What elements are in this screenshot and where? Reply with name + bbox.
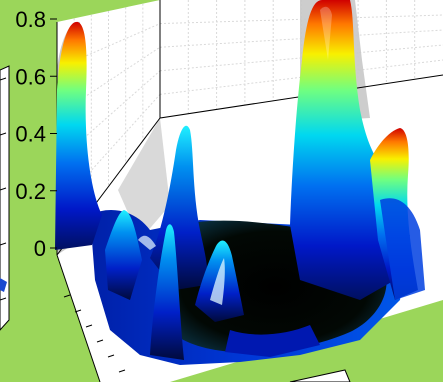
side-tick-mark	[0, 242, 7, 246]
left-side-axes	[0, 65, 10, 331]
z-tick-label: 0.6	[15, 64, 46, 89]
z-tick-label: 0.8	[15, 7, 46, 32]
side-tick-mark	[0, 187, 7, 191]
corner-panel	[289, 369, 351, 382]
front-tick-mark	[63, 294, 71, 298]
side-tick-mark	[0, 77, 7, 81]
box-edge	[56, 254, 101, 382]
side-tick-mark	[0, 132, 7, 136]
grid-line	[159, 59, 443, 95]
wall-shadow	[118, 118, 170, 240]
peak-center	[150, 224, 184, 360]
surface-basin-lip	[225, 325, 320, 357]
front-tick-mark	[96, 339, 104, 343]
grid-line	[56, 23, 161, 70]
side-surface	[0, 278, 7, 292]
peak-left-back	[55, 21, 102, 250]
front-tick-mark	[74, 309, 82, 313]
z-tick-label: 0.2	[15, 179, 46, 204]
z-tick-label: 0	[34, 236, 46, 261]
front-tick-mark	[107, 354, 115, 358]
surface-highlight	[210, 258, 225, 305]
bottom-panel	[289, 369, 351, 382]
z-axis: 0 0.2 0.4 0.6 0.8	[15, 7, 57, 261]
side-tick-mark	[0, 297, 7, 301]
z-tick-label: 0.4	[15, 122, 46, 147]
front-tick-mark	[118, 369, 126, 373]
surface-highlight	[320, 6, 332, 60]
grid-line	[56, 70, 161, 163]
side-panel	[0, 65, 10, 331]
peak-left-bump	[105, 210, 142, 300]
grid-line	[159, 44, 443, 72]
surface	[55, 0, 425, 365]
peak-right-base	[380, 198, 425, 300]
peak-right-back	[290, 0, 395, 300]
front-tick-mark	[85, 324, 93, 328]
surface-highlight	[138, 235, 156, 250]
